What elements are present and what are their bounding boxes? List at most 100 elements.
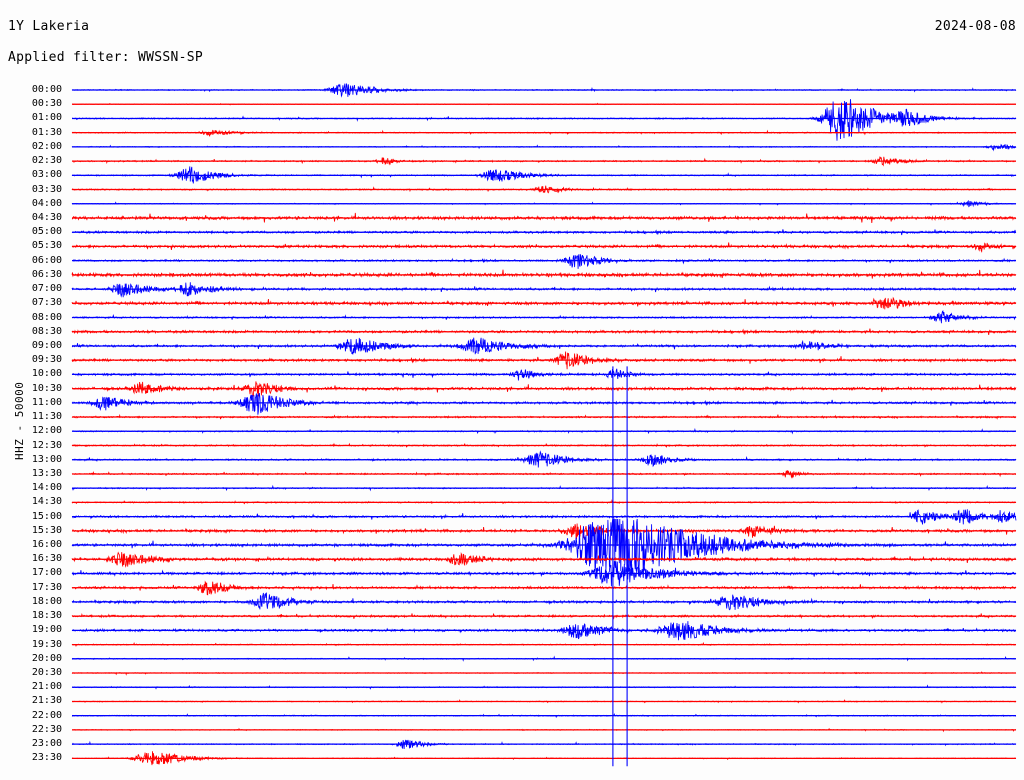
seismic-trace	[71, 351, 1017, 370]
seismic-trace	[71, 102, 1017, 106]
time-label: 01:30	[31, 126, 62, 138]
seismic-trace	[71, 671, 1017, 676]
time-label: 09:00	[31, 339, 62, 351]
seismic-trace	[71, 166, 1017, 184]
seismic-trace	[71, 592, 1017, 611]
seismic-trace	[71, 156, 1017, 167]
time-label: 04:30	[31, 211, 62, 223]
seismic-trace	[71, 551, 1017, 568]
time-label: 05:00	[31, 226, 62, 238]
time-label: 05:30	[31, 240, 62, 252]
time-label: 16:30	[31, 553, 62, 565]
time-label: 06:00	[31, 254, 62, 266]
time-label: 12:00	[31, 425, 62, 437]
seismic-trace	[71, 751, 1017, 766]
seismic-trace	[71, 296, 1017, 310]
seismic-trace	[71, 413, 1017, 420]
seismic-trace	[71, 229, 1017, 236]
time-label: 10:30	[31, 382, 62, 394]
time-label: 06:30	[31, 268, 62, 280]
seismic-trace	[71, 641, 1017, 648]
time-label: 15:30	[31, 524, 62, 536]
time-label: 04:00	[31, 197, 62, 209]
seismic-trace	[71, 337, 1017, 355]
time-label: 02:30	[31, 155, 62, 167]
time-label: 14:30	[31, 496, 62, 508]
seismic-trace	[71, 684, 1017, 690]
seismic-trace	[71, 739, 1017, 750]
time-label: 01:00	[31, 112, 62, 124]
time-label: 22:00	[31, 709, 62, 721]
seismic-trace	[71, 523, 1017, 540]
seismic-trace	[71, 727, 1017, 733]
seismic-trace	[71, 143, 1017, 152]
seismic-trace	[71, 713, 1017, 719]
time-label: 13:30	[31, 467, 62, 479]
time-label: 17:00	[31, 567, 62, 579]
time-label: 20:30	[31, 667, 62, 679]
time-label: 18:00	[31, 595, 62, 607]
time-label: 02:00	[31, 140, 62, 152]
time-label: 19:30	[31, 638, 62, 650]
time-label: 11:30	[31, 411, 62, 423]
time-label: 03:00	[31, 169, 62, 181]
time-label: 18:30	[31, 610, 62, 622]
time-label: 00:30	[31, 98, 62, 110]
seismic-trace	[71, 185, 1017, 194]
time-label: 11:00	[31, 396, 62, 408]
seismic-trace	[71, 518, 1017, 572]
seismic-trace	[71, 328, 1017, 335]
time-label: 10:00	[31, 368, 62, 380]
seismic-trace	[71, 282, 1017, 298]
seismic-trace	[71, 560, 1017, 587]
time-label: 12:30	[31, 439, 62, 451]
seismic-trace	[71, 612, 1017, 620]
seismic-trace	[71, 381, 1017, 397]
plot-date: 2024-08-08	[934, 19, 1016, 34]
time-label: 14:00	[31, 482, 62, 494]
time-label: 23:00	[31, 738, 62, 750]
time-label: 22:30	[31, 723, 62, 735]
time-label: 08:00	[31, 311, 62, 323]
seismic-trace	[71, 442, 1017, 449]
seismic-trace	[71, 242, 1017, 253]
seismic-trace	[72, 99, 1017, 141]
time-label: 17:30	[31, 581, 62, 593]
seismic-trace	[71, 655, 1017, 662]
time-label: 07:00	[31, 283, 62, 295]
seismic-trace	[71, 470, 1017, 479]
seismic-trace	[71, 129, 1017, 137]
time-label: 23:30	[31, 752, 62, 764]
time-label: 21:00	[31, 681, 62, 693]
seismic-trace	[71, 621, 1017, 641]
time-label: 08:30	[31, 325, 62, 337]
seismic-trace	[71, 509, 1017, 525]
seismic-trace	[71, 269, 1017, 279]
time-label: 00:00	[31, 84, 62, 95]
seismic-trace	[71, 580, 1017, 596]
seismic-trace	[71, 82, 1017, 98]
seismic-trace	[71, 699, 1017, 704]
time-label: 03:30	[31, 183, 62, 195]
station-title: 1Y Lakeria	[8, 19, 90, 34]
seismic-trace	[71, 199, 1017, 208]
time-label: 07:30	[31, 297, 62, 309]
applied-filter-label: Applied filter: WWSSN-SP	[8, 50, 204, 65]
time-label: 21:30	[31, 695, 62, 707]
seismic-trace	[72, 254, 1016, 269]
time-label: 13:00	[31, 453, 62, 465]
seismic-trace	[71, 427, 1016, 435]
time-label: 20:00	[31, 652, 62, 664]
time-label: 19:00	[31, 624, 62, 636]
seismic-trace	[71, 310, 1017, 324]
seismic-trace	[71, 499, 1017, 505]
time-label: 15:00	[31, 510, 62, 522]
seismic-trace	[71, 450, 1017, 468]
seismic-trace	[71, 212, 1017, 224]
time-label: 16:00	[31, 539, 62, 551]
time-label: 09:30	[31, 354, 62, 366]
seismic-trace	[71, 484, 1017, 492]
time-axis-labels: 00:00 00:30 01:00 01:30 02:00 02:30 03:00 03:30…	[0, 0, 70, 780]
